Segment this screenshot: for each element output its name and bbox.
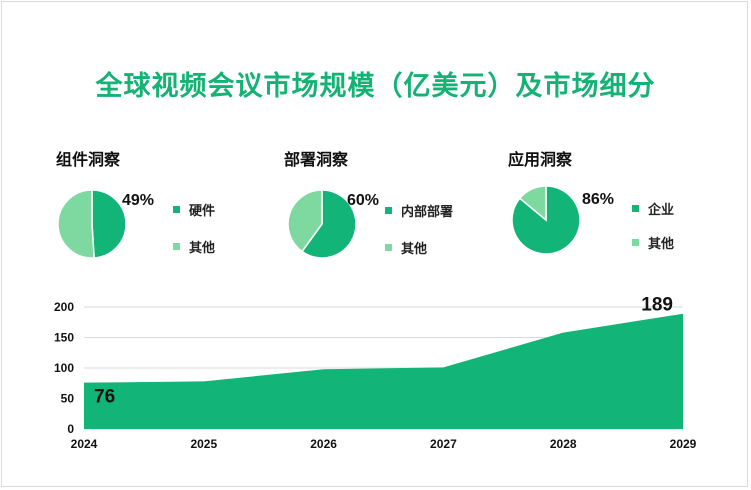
y-tick-label: 100: [54, 361, 74, 375]
legend-item-enterprise: 企业: [632, 199, 674, 218]
pie-title-deployment: 部署洞察: [284, 152, 349, 169]
area-series: [84, 313, 683, 429]
legend-label: 企业: [648, 202, 675, 217]
x-tick-label: 2025: [190, 437, 217, 451]
legend-label: 硬件: [189, 203, 216, 218]
x-tick-label: 2029: [670, 437, 697, 451]
legend-item-on-premise: 内部部署: [385, 201, 453, 220]
legend-label: 其他: [189, 240, 216, 255]
legend-swatch: [173, 243, 180, 250]
data-label: 189: [641, 295, 673, 316]
pie-chart-application: [511, 185, 581, 255]
pie-pct-deployment: 60%: [347, 192, 380, 209]
x-tick-label: 2027: [430, 437, 457, 451]
x-tick-label: 2028: [550, 437, 577, 451]
pie-title-component: 组件洞察: [56, 152, 121, 169]
pie-slice: [287, 189, 323, 253]
pie-chart-deployment: [287, 189, 357, 259]
pie-slice: [518, 185, 547, 222]
pie-slice: [300, 189, 357, 259]
legend-item-other: 其他: [385, 238, 427, 257]
area-chart: 0 50 100 150 200 2024 2025 2026 2027 2028 2029 76 18…: [54, 295, 697, 451]
legend-item-other: 其他: [173, 237, 215, 256]
pie-slice: [57, 189, 95, 259]
y-tick-label: 150: [54, 331, 74, 345]
legend-swatch: [632, 239, 639, 246]
legend-item-hardware: 硬件: [173, 200, 215, 219]
pie-pct-component: 49%: [122, 192, 155, 209]
legend-label: 内部部署: [401, 204, 454, 219]
legend-label: 其他: [648, 236, 675, 251]
legend-swatch: [632, 205, 639, 212]
pie-chart-component: [57, 189, 127, 259]
x-tick-label: 2024: [71, 437, 98, 451]
pie-pct-application: 86%: [582, 191, 615, 208]
y-tick-label: 50: [61, 392, 75, 406]
x-tick-label: 2026: [310, 437, 337, 451]
legend-swatch: [173, 206, 180, 213]
y-tick-label: 200: [54, 300, 74, 314]
legend-swatch: [385, 244, 392, 251]
data-label: 76: [94, 387, 115, 408]
legend-item-other: 其他: [632, 233, 674, 252]
pie-slice: [91, 189, 127, 259]
legend-label: 其他: [401, 241, 428, 256]
legend-swatch: [385, 207, 392, 214]
pie-title-application: 应用洞察: [508, 152, 573, 169]
page-title: 全球视频会议市场规模（亿美元）及市场细分: [95, 71, 656, 101]
y-tick-label: 0: [67, 422, 74, 436]
